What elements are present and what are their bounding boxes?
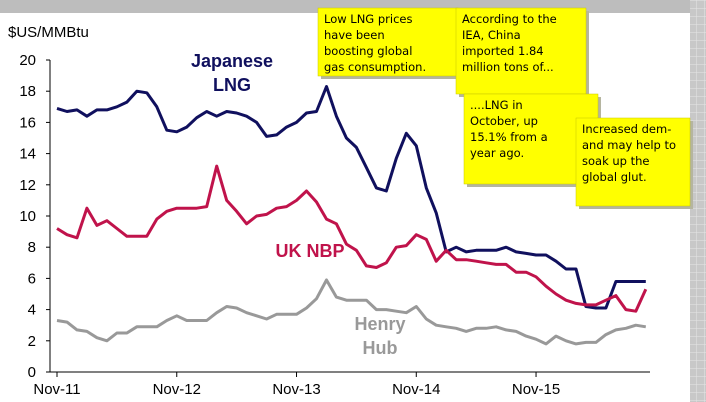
x-tick-label: Nov-12 xyxy=(153,381,201,398)
y-tick-label: 2 xyxy=(28,333,36,350)
note-text: ....LNG in xyxy=(470,98,523,112)
y-tick-label: 18 xyxy=(19,83,36,100)
y-tick-label: 16 xyxy=(19,114,36,131)
note-text: boosting global xyxy=(324,44,412,58)
x-tick-label: Nov-11 xyxy=(33,381,80,398)
note xyxy=(455,7,587,95)
y-tick-label: 10 xyxy=(19,208,36,225)
y-axis-label: $US/MMBtu xyxy=(8,24,89,41)
note-text: have been xyxy=(324,28,385,42)
note-text: According to the xyxy=(462,12,557,26)
x-tick-label: Nov-15 xyxy=(512,381,560,398)
x-tick-label: Nov-14 xyxy=(392,381,440,398)
note-text: and may help to xyxy=(582,138,676,152)
note-text: October, up xyxy=(470,114,538,128)
note-text: soak up the xyxy=(582,154,650,168)
y-tick-label: 0 xyxy=(28,364,36,381)
note-text: imported 1.84 xyxy=(462,44,544,58)
note-text: year ago. xyxy=(470,146,524,160)
note-text: IEA, China xyxy=(462,28,521,42)
series-line xyxy=(56,164,648,313)
note xyxy=(575,117,691,207)
y-tick-label: 4 xyxy=(28,302,36,319)
series-line xyxy=(56,278,647,346)
series-label: Henry Hub xyxy=(354,314,405,358)
y-tick-label: 20 xyxy=(19,52,36,69)
note-text: gas consumption. xyxy=(324,60,426,74)
note-text: 15.1% from a xyxy=(470,130,548,144)
y-tick-label: 8 xyxy=(28,239,36,256)
note-text: Increased dem- xyxy=(582,122,671,136)
y-tick-label: 12 xyxy=(19,177,36,194)
note xyxy=(317,7,459,77)
note xyxy=(463,93,599,185)
note-text: global glut. xyxy=(582,170,647,184)
y-tick-label: 14 xyxy=(19,146,36,163)
note-text: million tons of... xyxy=(462,60,554,74)
y-tick-label: 6 xyxy=(28,270,36,287)
x-tick-label: Nov-13 xyxy=(272,381,320,398)
side-strip xyxy=(690,0,706,402)
series-line xyxy=(56,85,646,310)
note-text: Low LNG prices xyxy=(324,12,413,26)
series-label: Japanese LNG xyxy=(191,51,273,95)
series-label: UK NBP xyxy=(275,241,344,261)
